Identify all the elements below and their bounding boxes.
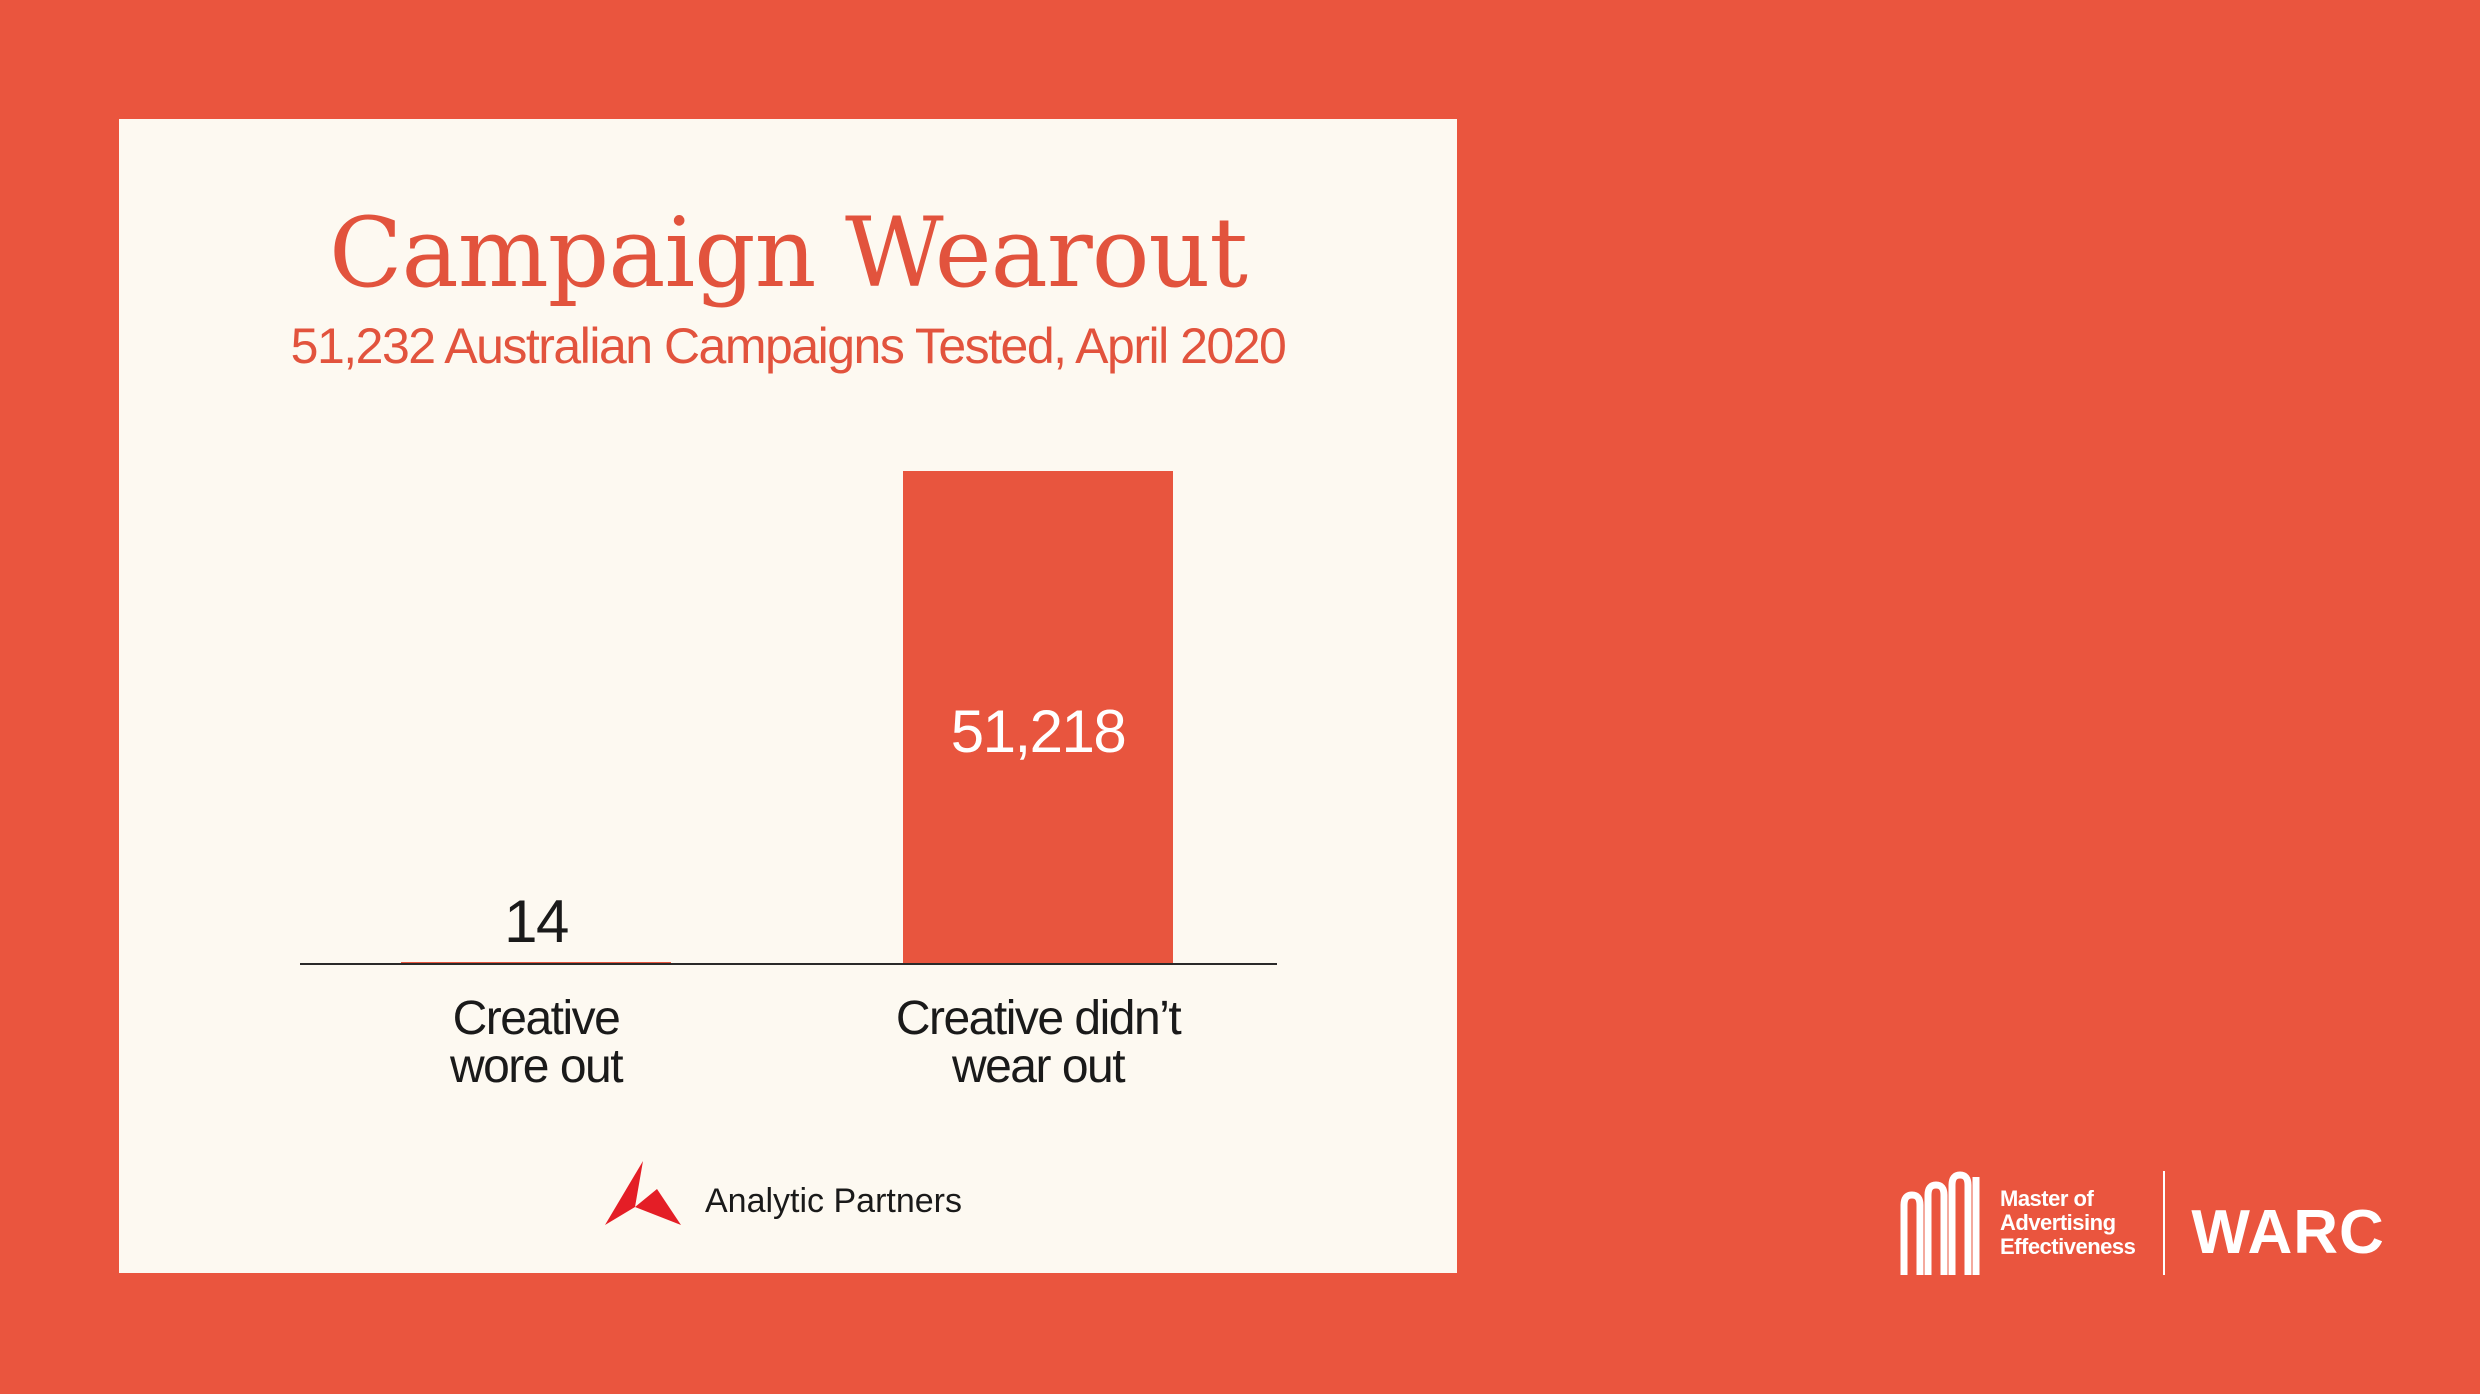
category-label-2-line-2: wear out [951,1040,1125,1093]
mae-line-1: Master of [2000,1186,2094,1211]
warc-branding: Master of Advertising Effectiveness WARC [1898,1168,2385,1278]
data-label-2: 51,218 [951,698,1126,765]
analytic-partners-icon [605,1161,681,1225]
warc-logo-text: WARC [2191,1197,2385,1267]
analytic-partners-label: Analytic Partners [705,1181,962,1220]
analytic-partners-logo: Analytic Partners [605,1161,962,1225]
warc-divider [2163,1171,2166,1275]
category-label-2-line-1: Creative didn’t [896,992,1181,1045]
mae-line-2: Advertising [2000,1210,2116,1235]
chart-card: Campaign Wearout 51,232 Australian Campa… [119,119,1457,1273]
chart-subtitle: 51,232 Australian Campaigns Tested, Apri… [290,318,1287,374]
mae-line-3: Effectiveness [2000,1234,2136,1259]
bar-2 [903,471,1173,964]
chart-title: Campaign Wearout [329,197,1248,309]
data-label-1: 14 [504,888,568,955]
mae-text: Master of Advertising Effectiveness [2000,1186,2136,1259]
category-label-1-line-2: wore out [449,1040,623,1093]
category-label-1-line-1: Creative [453,992,620,1045]
mae-columns-icon [1900,1171,1980,1275]
